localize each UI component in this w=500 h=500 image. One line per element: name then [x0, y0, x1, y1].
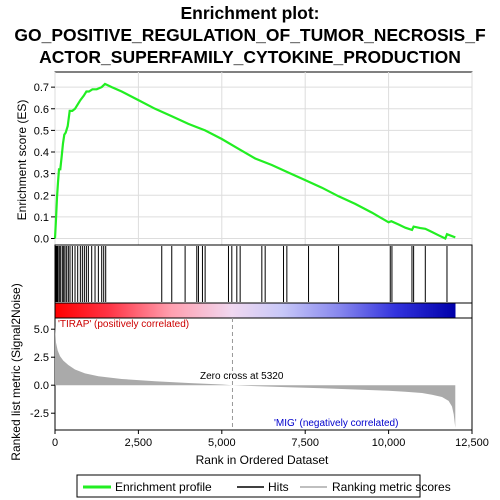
es-tick-label: 0.6	[34, 104, 49, 116]
ranking-axis-label: Ranked list metric (Signal2Noise)	[9, 283, 23, 460]
ranking-metric-panel: -2.5 0.0 2.5 5.0 'TIRAP' (positively correl…	[30, 317, 473, 431]
ranking-tick-label: 5.0	[34, 324, 49, 336]
enrichment-profile-line	[53, 82, 456, 241]
es-tick-label: 0.4	[34, 147, 49, 159]
es-axis-label: Enrichment score (ES)	[15, 100, 29, 221]
ranking-tick-label: -2.5	[30, 408, 49, 420]
hits-panel	[54, 244, 473, 319]
x-tick-label: 10,000	[372, 437, 406, 449]
negative-correlation-label: 'MIG' (negatively correlated)	[274, 418, 398, 429]
legend-enrichment-label: Enrichment profile	[115, 480, 212, 494]
zero-cross-label: Zero cross at 5320	[200, 371, 284, 382]
legend-hits-label: Hits	[268, 480, 289, 494]
x-tick-label: 5,000	[208, 437, 236, 449]
es-tick-label: 0.1	[34, 212, 49, 224]
ranking-tick-label: 0.0	[34, 380, 49, 392]
ranking-color-bar	[54, 302, 473, 319]
es-tick-label: 0.7	[34, 82, 49, 94]
ranking-panel-frame	[54, 317, 473, 431]
x-tick-label: 2,500	[125, 437, 153, 449]
chart-title-line-3: ACTOR_SUPERFAMILY_CYTOKINE_PRODUCTION	[39, 47, 461, 67]
es-panel-frame	[54, 71, 473, 246]
es-tick-label: 0.3	[34, 169, 49, 181]
legend: Enrichment profile Hits Ranking metric s…	[76, 474, 451, 498]
es-tick-label: 0.0	[34, 234, 49, 246]
legend-ranking-label: Ranking metric scores	[332, 480, 451, 494]
x-axis-label: Rank in Ordered Dataset	[196, 453, 329, 467]
es-tick-label: 0.5	[34, 125, 49, 137]
x-tick-label: 0	[52, 437, 58, 449]
chart-title-line-2: GO_POSITIVE_REGULATION_OF_TUMOR_NECROSIS…	[14, 25, 486, 45]
x-tick-label: 12,500	[455, 437, 489, 449]
legend-frame	[76, 474, 421, 498]
ranking-tick-label: 2.5	[34, 352, 49, 364]
es-tick-label: 0.2	[34, 190, 49, 202]
hits-panel-frame	[54, 244, 473, 304]
positive-correlation-label: 'TIRAP' (positively correlated)	[58, 319, 189, 330]
chart-title-line-1: Enrichment plot:	[180, 3, 319, 23]
x-tick-label: 7,500	[291, 437, 319, 449]
enrichment-score-panel: 0.0 0.1 0.2 0.3 0.4 0.5 0.6 0.7	[34, 71, 473, 246]
